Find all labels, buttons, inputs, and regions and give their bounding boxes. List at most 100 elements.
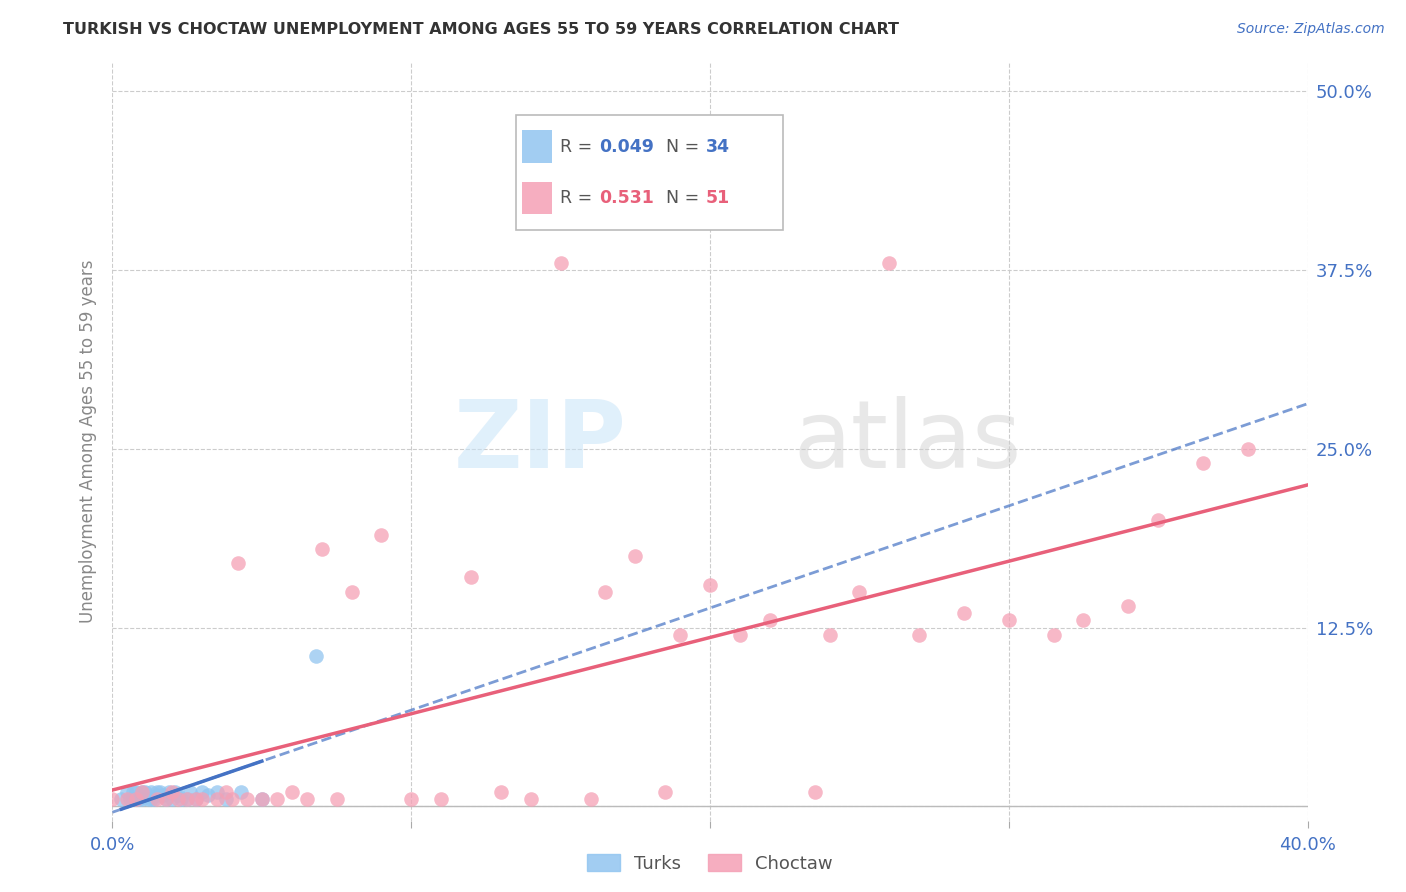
Point xyxy=(117,792,139,806)
Text: 0.531: 0.531 xyxy=(599,189,654,207)
Point xyxy=(205,785,228,799)
Point xyxy=(186,792,208,806)
Point xyxy=(176,792,198,806)
Point xyxy=(579,792,602,806)
Point xyxy=(152,788,174,802)
Point xyxy=(848,584,870,599)
Point xyxy=(215,792,238,806)
Point xyxy=(250,792,273,806)
Point xyxy=(146,792,169,806)
Point xyxy=(117,785,139,799)
Point xyxy=(401,792,423,806)
Point xyxy=(131,785,153,799)
Text: 0.049: 0.049 xyxy=(599,137,654,155)
Point xyxy=(141,792,163,806)
Point xyxy=(155,792,177,806)
Point xyxy=(186,792,208,806)
Point xyxy=(176,792,198,806)
Point xyxy=(191,785,214,799)
Point xyxy=(595,584,617,599)
Point xyxy=(998,613,1021,627)
Point xyxy=(1118,599,1140,613)
Point xyxy=(138,792,160,806)
Point xyxy=(305,649,328,664)
Point xyxy=(167,788,190,802)
Point xyxy=(818,628,841,642)
Point xyxy=(250,792,273,806)
Point xyxy=(162,785,183,799)
Point xyxy=(1042,628,1064,642)
Point xyxy=(110,792,132,806)
Point xyxy=(122,785,145,799)
Point xyxy=(197,788,219,802)
Point xyxy=(131,792,153,806)
Text: R =: R = xyxy=(560,137,598,155)
Bar xyxy=(522,182,551,214)
Point xyxy=(128,792,150,806)
Point xyxy=(191,792,214,806)
Point xyxy=(311,541,333,556)
Point xyxy=(340,584,363,599)
Point xyxy=(221,792,243,806)
Text: Source: ZipAtlas.com: Source: ZipAtlas.com xyxy=(1237,22,1385,37)
Point xyxy=(1192,456,1215,470)
Point xyxy=(430,792,453,806)
Point xyxy=(699,577,721,591)
Point xyxy=(101,792,124,806)
Point xyxy=(908,628,931,642)
Y-axis label: Unemployment Among Ages 55 to 59 years: Unemployment Among Ages 55 to 59 years xyxy=(79,260,97,624)
Point xyxy=(281,785,304,799)
Point xyxy=(167,792,190,806)
Point xyxy=(226,556,249,570)
Point xyxy=(155,792,177,806)
Point xyxy=(125,785,148,799)
Text: ZIP: ZIP xyxy=(454,395,627,488)
Point xyxy=(236,792,259,806)
Point xyxy=(122,792,145,806)
Point xyxy=(879,256,901,270)
Point xyxy=(120,792,142,806)
Text: 51: 51 xyxy=(706,189,730,207)
Point xyxy=(266,792,288,806)
Text: TURKISH VS CHOCTAW UNEMPLOYMENT AMONG AGES 55 TO 59 YEARS CORRELATION CHART: TURKISH VS CHOCTAW UNEMPLOYMENT AMONG AG… xyxy=(63,22,900,37)
Point xyxy=(146,785,169,799)
Point xyxy=(1237,442,1260,456)
Text: N =: N = xyxy=(666,189,704,207)
Point xyxy=(654,785,676,799)
Legend: Turks, Choctaw: Turks, Choctaw xyxy=(581,847,839,880)
Point xyxy=(149,785,172,799)
Point xyxy=(143,792,166,806)
Point xyxy=(295,792,318,806)
Point xyxy=(550,256,572,270)
Point xyxy=(170,792,193,806)
Point xyxy=(131,785,153,799)
Point xyxy=(229,785,252,799)
Text: 34: 34 xyxy=(706,137,730,155)
Point xyxy=(215,785,238,799)
Point xyxy=(1073,613,1095,627)
Point xyxy=(162,792,183,806)
Point xyxy=(728,628,751,642)
Point xyxy=(624,549,647,563)
Text: R =: R = xyxy=(560,189,598,207)
Point xyxy=(125,792,148,806)
Point xyxy=(141,785,163,799)
Point xyxy=(134,785,156,799)
Point xyxy=(669,628,692,642)
Point xyxy=(179,785,201,799)
Point xyxy=(759,613,782,627)
Point xyxy=(205,792,228,806)
Text: atlas: atlas xyxy=(793,395,1022,488)
Point xyxy=(325,792,347,806)
Point xyxy=(953,606,976,620)
Point xyxy=(370,527,392,541)
Point xyxy=(520,792,543,806)
Point xyxy=(803,785,825,799)
FancyBboxPatch shape xyxy=(516,115,783,229)
Point xyxy=(489,785,512,799)
Point xyxy=(157,785,180,799)
Bar xyxy=(522,130,551,163)
Point xyxy=(165,785,187,799)
Point xyxy=(1147,513,1170,527)
Point xyxy=(460,570,482,584)
